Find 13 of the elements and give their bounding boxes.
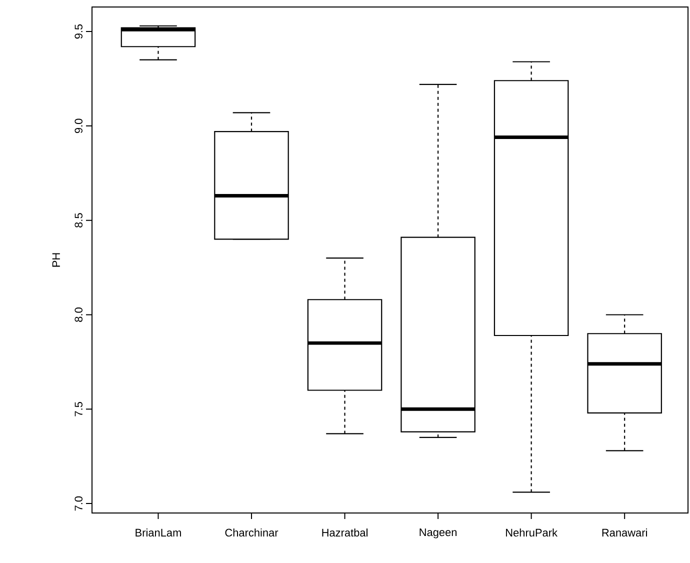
x-tick-label: Hazratbal bbox=[322, 528, 368, 537]
y-tick-label: 7.5 bbox=[74, 402, 82, 416]
y-tick-label: 9.0 bbox=[74, 118, 82, 134]
x-tick-label: Ranawari bbox=[602, 528, 647, 537]
x-tick-label: NehruPark bbox=[506, 528, 558, 537]
x-tick-label: Charchinar bbox=[225, 528, 278, 537]
y-tick-label: 8.0 bbox=[74, 308, 82, 322]
y-tick-label: 7.0 bbox=[74, 496, 82, 511]
x-tick-label: Nageen bbox=[420, 528, 457, 538]
x-tick-label: BrianLam bbox=[136, 528, 181, 537]
y-tick-label: 9.5 bbox=[74, 24, 82, 39]
y-axis-title: PH bbox=[52, 253, 60, 267]
y-tick-label: 8.5 bbox=[74, 213, 82, 228]
